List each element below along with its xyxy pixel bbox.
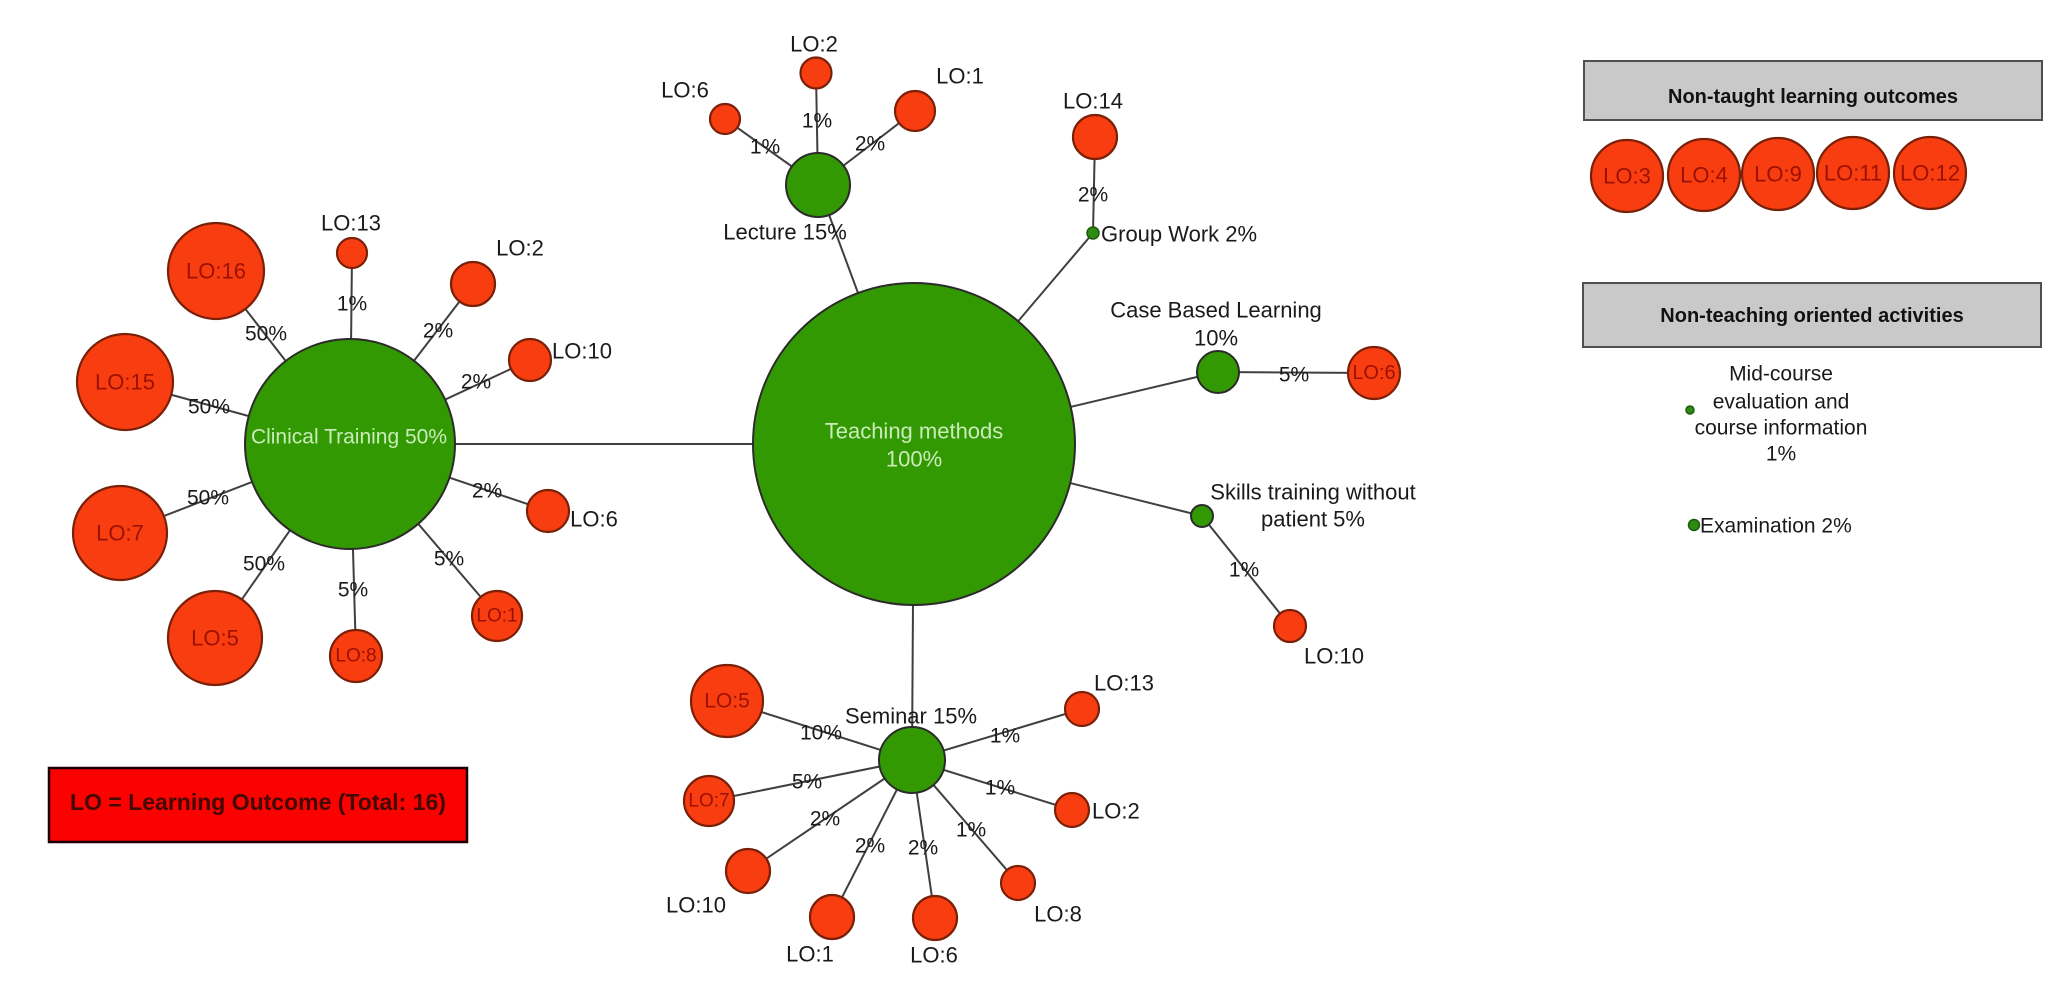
svg-text:2%: 2% [461, 371, 491, 394]
svg-text:5%: 5% [1279, 364, 1309, 387]
svg-text:50%: 50% [188, 396, 230, 419]
svg-text:LO:10: LO:10 [666, 893, 726, 918]
svg-text:LO:1: LO:1 [786, 942, 834, 967]
svg-text:10%: 10% [800, 722, 842, 745]
svg-text:LO:13: LO:13 [1094, 671, 1154, 696]
svg-text:Skills training without: Skills training without [1210, 480, 1415, 505]
svg-text:1%: 1% [337, 293, 367, 316]
svg-text:LO:10: LO:10 [552, 339, 612, 364]
svg-text:LO:16: LO:16 [186, 259, 246, 284]
svg-text:LO:8: LO:8 [1034, 902, 1082, 927]
svg-text:LO:2: LO:2 [790, 32, 838, 57]
svg-text:Teaching methods: Teaching methods [825, 419, 1004, 444]
svg-text:LO:2: LO:2 [496, 236, 544, 261]
svg-text:50%: 50% [187, 487, 229, 510]
svg-text:1%: 1% [956, 819, 986, 842]
svg-text:1%: 1% [1229, 559, 1259, 582]
svg-text:patient 5%: patient 5% [1261, 507, 1365, 532]
svg-text:LO:3: LO:3 [1603, 164, 1651, 189]
svg-text:1%: 1% [990, 725, 1020, 748]
svg-text:LO:1: LO:1 [476, 606, 517, 627]
svg-text:Case Based Learning: Case Based Learning [1110, 298, 1322, 323]
svg-text:LO = Learning Outcome (Total:: LO = Learning Outcome (Total: 16) [70, 789, 446, 815]
svg-text:1%: 1% [985, 777, 1015, 800]
svg-text:LO:13: LO:13 [321, 211, 381, 236]
svg-text:1%: 1% [1766, 443, 1796, 466]
svg-text:5%: 5% [338, 579, 368, 602]
svg-text:LO:4: LO:4 [1680, 163, 1728, 188]
svg-text:LO:6: LO:6 [1352, 362, 1395, 384]
svg-text:evaluation and: evaluation and [1713, 391, 1850, 414]
svg-text:LO:14: LO:14 [1063, 89, 1123, 114]
svg-text:LO:7: LO:7 [96, 521, 144, 546]
svg-text:2%: 2% [472, 480, 502, 503]
svg-text:Mid-course: Mid-course [1729, 363, 1833, 386]
svg-text:Clinical Training 50%: Clinical Training 50% [251, 426, 447, 449]
svg-text:LO:6: LO:6 [910, 943, 958, 968]
svg-text:Seminar 15%: Seminar 15% [845, 704, 977, 729]
svg-text:Non-taught learning outcomes: Non-taught learning outcomes [1668, 86, 1958, 108]
svg-text:2%: 2% [908, 837, 938, 860]
svg-text:LO:5: LO:5 [191, 626, 239, 651]
svg-text:2%: 2% [810, 808, 840, 831]
svg-text:2%: 2% [855, 133, 885, 156]
svg-text:LO:7: LO:7 [688, 791, 729, 812]
svg-text:5%: 5% [434, 548, 464, 571]
svg-text:course information: course information [1695, 417, 1868, 440]
svg-text:LO:1: LO:1 [936, 64, 984, 89]
svg-text:Lecture 15%: Lecture 15% [723, 220, 847, 245]
svg-text:Examination 2%: Examination 2% [1700, 515, 1852, 538]
svg-text:5%: 5% [792, 771, 822, 794]
svg-text:LO:10: LO:10 [1304, 644, 1364, 669]
svg-text:LO:9: LO:9 [1754, 162, 1802, 187]
svg-text:LO:6: LO:6 [570, 507, 618, 532]
svg-text:LO:11: LO:11 [1824, 161, 1882, 186]
svg-text:LO:8: LO:8 [335, 646, 376, 667]
svg-text:2%: 2% [1078, 184, 1108, 207]
svg-text:50%: 50% [245, 323, 287, 346]
svg-text:Group Work 2%: Group Work 2% [1101, 222, 1257, 247]
svg-text:10%: 10% [1194, 326, 1238, 351]
svg-text:LO:6: LO:6 [661, 78, 709, 103]
svg-text:LO:2: LO:2 [1092, 799, 1140, 824]
svg-text:1%: 1% [802, 110, 832, 133]
svg-text:LO:15: LO:15 [95, 370, 155, 395]
svg-text:LO:5: LO:5 [704, 690, 750, 713]
svg-text:Non-teaching oriented activiti: Non-teaching oriented activities [1660, 305, 1963, 327]
svg-text:2%: 2% [423, 320, 453, 343]
svg-text:1%: 1% [750, 136, 780, 159]
svg-text:50%: 50% [243, 553, 285, 576]
svg-text:100%: 100% [886, 447, 942, 472]
svg-text:LO:12: LO:12 [1900, 161, 1960, 186]
svg-text:2%: 2% [855, 835, 885, 858]
